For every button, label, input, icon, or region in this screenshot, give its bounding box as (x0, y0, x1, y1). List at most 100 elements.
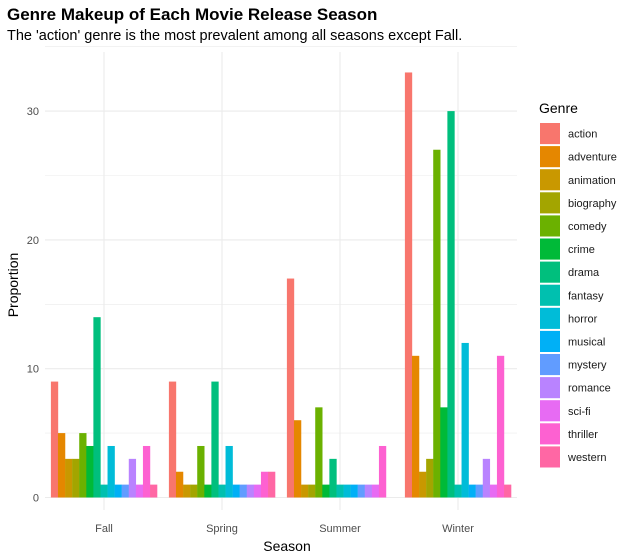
legend-label: horror (568, 313, 598, 325)
bar (293, 420, 302, 498)
legend-label: romance (568, 383, 611, 395)
bar (50, 381, 59, 498)
bar (253, 484, 262, 498)
legend-label: thriller (568, 429, 598, 441)
chart-subtitle: The 'action' genre is the most prevalent… (7, 28, 463, 44)
bar (93, 317, 101, 498)
bar (225, 445, 233, 498)
bar (489, 484, 498, 498)
legend-key (540, 261, 560, 283)
bar (504, 484, 512, 498)
bar (135, 484, 144, 498)
x-tick-label: Summer (319, 523, 361, 535)
legend-key (540, 330, 560, 352)
bar (57, 433, 66, 498)
bar (350, 484, 358, 498)
bar (419, 471, 427, 498)
legend-label: western (567, 452, 607, 464)
legend-key (540, 423, 560, 445)
y-axis-title: Proportion (5, 253, 21, 318)
legend-label: drama (568, 267, 600, 279)
x-tick-label: Fall (95, 523, 113, 535)
bar (183, 484, 191, 498)
bar (107, 445, 115, 498)
chart-title: Genre Makeup of Each Movie Release Seaso… (7, 5, 378, 24)
bar (197, 445, 205, 498)
bar (121, 484, 129, 498)
legend-label: sci-fi (568, 406, 591, 418)
legend-label: adventure (568, 152, 617, 164)
bar (357, 484, 365, 498)
legend-label: action (568, 129, 597, 141)
legend-key (540, 146, 560, 168)
bar (79, 433, 87, 498)
bar (454, 484, 462, 498)
legend-key (540, 192, 560, 214)
bar (433, 149, 441, 498)
bar (100, 484, 108, 498)
bar (378, 445, 387, 498)
bar (440, 407, 448, 498)
y-tick-label: 0 (33, 493, 39, 505)
legend-label: fantasy (568, 290, 604, 302)
bar (315, 407, 323, 498)
bar (482, 458, 491, 498)
legend-key (540, 238, 560, 260)
bar (268, 471, 276, 498)
x-axis-title: Season (263, 538, 310, 554)
x-tick-label: Winter (442, 523, 474, 535)
bar (128, 458, 137, 498)
bar (411, 355, 420, 498)
legend-key (540, 446, 560, 468)
legend-key (540, 307, 560, 329)
bar (322, 484, 330, 498)
bar (468, 484, 476, 498)
bar (150, 484, 158, 498)
legend-label: musical (568, 336, 605, 348)
bar (371, 484, 380, 498)
bar (336, 484, 344, 498)
bar (168, 381, 177, 498)
y-tick-label: 10 (27, 364, 39, 376)
bar (239, 484, 247, 498)
legend-key (540, 284, 560, 306)
y-axis-ticks: 0 10 20 30 (27, 106, 39, 504)
bar (72, 458, 80, 498)
legend: action adventure animation biography comedy c… (540, 123, 617, 468)
bar (114, 484, 122, 498)
bar (461, 342, 469, 498)
bar (260, 471, 269, 498)
legend-label: animation (568, 175, 616, 187)
bars (50, 72, 512, 498)
bar (218, 484, 226, 498)
bar (204, 484, 212, 498)
bar (364, 484, 373, 498)
legend-key (540, 169, 560, 191)
y-tick-label: 30 (27, 106, 39, 118)
legend-key (540, 377, 560, 399)
y-tick-label: 20 (27, 235, 39, 247)
bar (175, 471, 184, 498)
bar (308, 484, 316, 498)
bar (404, 72, 413, 498)
x-tick-label: Spring (206, 523, 238, 535)
bar (329, 458, 337, 498)
bar (343, 484, 351, 498)
bar (190, 484, 198, 498)
legend-key (540, 123, 560, 145)
bar (447, 111, 455, 498)
bar (142, 445, 151, 498)
legend-label: crime (568, 244, 595, 256)
bar (211, 381, 219, 498)
bar (426, 458, 434, 498)
bar (496, 355, 505, 498)
bar (475, 484, 483, 498)
legend-key (540, 354, 560, 376)
x-axis-ticks: Fall Spring Summer Winter (95, 523, 474, 535)
bar (301, 484, 309, 498)
legend-label: comedy (568, 221, 607, 233)
legend-label: mystery (568, 360, 607, 372)
legend-label: biography (568, 198, 617, 210)
legend-title: Genre (539, 100, 578, 116)
